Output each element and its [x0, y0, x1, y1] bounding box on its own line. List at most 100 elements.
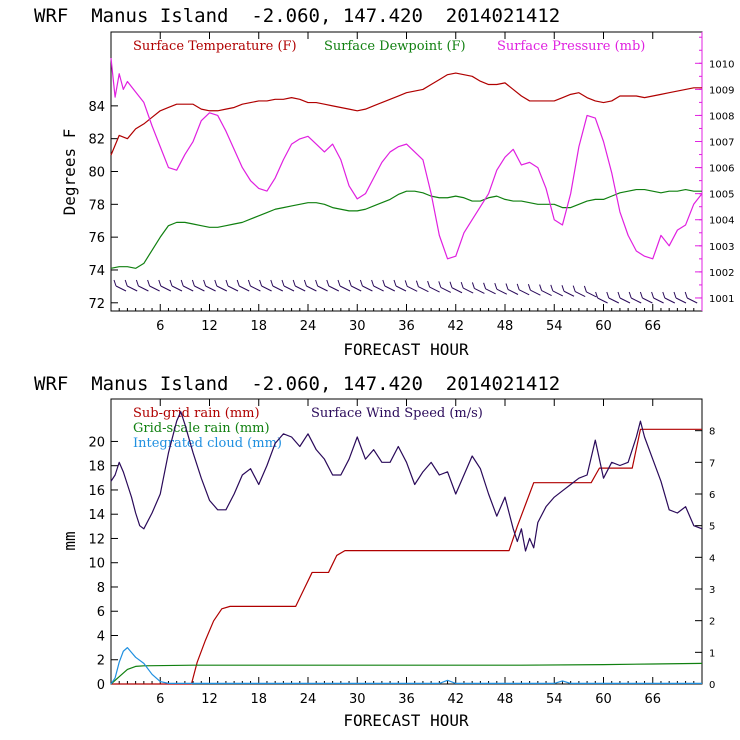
x-tick-label: 54 [546, 319, 563, 334]
wind-barb [283, 285, 295, 292]
wind-barb [496, 288, 508, 295]
wind-barb [597, 297, 608, 304]
x-tick-label: 48 [497, 692, 514, 707]
wind-barb-flag [494, 282, 498, 290]
y-tick-label: 76 [88, 231, 105, 246]
wind-barb [339, 285, 351, 292]
wind-barb-flag [303, 279, 307, 287]
legend-sub-grid-rain: Sub-grid rain (mm) [133, 406, 260, 421]
wind-barb-flag [505, 283, 509, 290]
wind-barb-flag [270, 279, 274, 287]
wind-barb-flag [191, 279, 195, 287]
wind-barb [194, 285, 205, 292]
wind-barb [563, 290, 575, 297]
x-tick-label: 18 [250, 692, 267, 707]
legend-grid-scale-rain: Grid-scale rain (mm) [133, 421, 270, 436]
legend-surface-dewpoint: Surface Dewpoint (F) [324, 39, 466, 54]
panel-2-ylabel: mm [60, 531, 79, 550]
y-tick-label: 74 [88, 264, 105, 279]
wind-barb [429, 286, 440, 293]
wind-barb-flag [169, 279, 173, 287]
y2-tick-label: 1010 [709, 59, 734, 70]
wind-barbs [113, 279, 698, 304]
wind-barb [406, 285, 418, 292]
wind-barb [518, 289, 530, 296]
wind-barb-flag [135, 279, 139, 287]
wind-barb [126, 285, 138, 292]
panel-2-title: WRF Manus Island -2.060, 147.420 2014021… [34, 373, 560, 395]
y-tick-label: 0 [97, 678, 105, 693]
y2-tick-label: 1007 [709, 138, 734, 149]
y2-tick-label: 1 [709, 648, 715, 659]
x-tick-label: 60 [595, 692, 612, 707]
wind-barb [395, 285, 407, 292]
wind-barb-flag [359, 279, 363, 287]
x-tick-label: 36 [398, 319, 415, 334]
y-tick-label: 18 [88, 460, 105, 475]
y2-tick-label: 6 [709, 490, 715, 501]
y2-tick-label: 4 [709, 553, 715, 564]
y-tick-label: 80 [88, 166, 105, 181]
wind-barb [261, 285, 272, 292]
y-tick-label: 20 [88, 435, 105, 450]
wind-barb [160, 285, 172, 292]
x-tick-label: 66 [644, 692, 661, 707]
y-tick-label: 82 [88, 133, 105, 148]
series-line-grid-scale-rain-mm [110, 662, 703, 685]
wind-barb-flag [639, 291, 643, 299]
wind-barb-flag [427, 280, 431, 288]
wind-barb [586, 291, 597, 298]
wind-barb-flag [684, 291, 688, 299]
y2-tick-label: 0 [709, 680, 715, 691]
y2-tick-label: 1004 [709, 216, 734, 227]
wind-barb-flag [393, 279, 397, 287]
wind-barb-flag [606, 291, 610, 299]
wind-barb-flag [583, 285, 587, 293]
wind-barb [686, 297, 698, 304]
wind-barb-flag [438, 281, 442, 288]
wind-barb [619, 297, 631, 304]
x-tick-label: 48 [497, 319, 514, 334]
x-tick-label: 6 [156, 319, 164, 334]
y-tick-label: 16 [88, 484, 105, 499]
wind-barb [115, 285, 127, 292]
wind-barb-flag [158, 279, 162, 287]
wind-barb-flag [539, 284, 543, 291]
wind-barb-flag [595, 291, 599, 299]
wind-barb-flag [292, 279, 296, 287]
series-line-surface-dewpoint-f [110, 188, 702, 269]
wind-barb [373, 285, 384, 292]
x-tick-label: 42 [447, 692, 464, 707]
legend-surface-wind-speed: Surface Wind Speed (m/s) [311, 406, 483, 421]
y-tick-label: 4 [97, 629, 105, 644]
wind-barb [608, 297, 620, 304]
wind-barb-flag [147, 279, 151, 287]
legend-integrated-cloud: Integrated cloud (mm) [133, 436, 282, 451]
x-tick-label: 18 [250, 319, 267, 334]
wind-barb-flag [214, 279, 218, 287]
wind-barb-flag [281, 279, 285, 287]
wind-barb-flag [471, 282, 475, 289]
y-tick-label: 12 [88, 532, 105, 547]
y-tick-label: 84 [88, 100, 105, 115]
wind-barb-flag [124, 279, 128, 287]
x-tick-label: 30 [349, 692, 366, 707]
wind-barb-flag [527, 284, 531, 291]
series-line-sub-grid-rain-mm [111, 428, 702, 685]
x-tick-label: 12 [201, 319, 218, 334]
wind-barb [507, 289, 519, 295]
y2-tick-label: 1001 [709, 294, 734, 305]
wind-barb-flag [628, 291, 632, 299]
wind-barb-flag [415, 280, 419, 287]
wind-barb-flag [449, 281, 453, 288]
x-tick-label: 6 [156, 692, 164, 707]
wind-barb [530, 289, 541, 296]
series-line-integrated-cloud-mm [110, 647, 702, 685]
wind-barb [630, 297, 642, 304]
wind-barb [294, 285, 306, 292]
panel-1-xlabel: FORECAST HOUR [343, 340, 469, 359]
wind-barb-flag [225, 279, 229, 287]
x-tick-label: 24 [300, 319, 317, 334]
y-tick-label: 78 [88, 198, 105, 213]
wind-barb [317, 285, 328, 292]
